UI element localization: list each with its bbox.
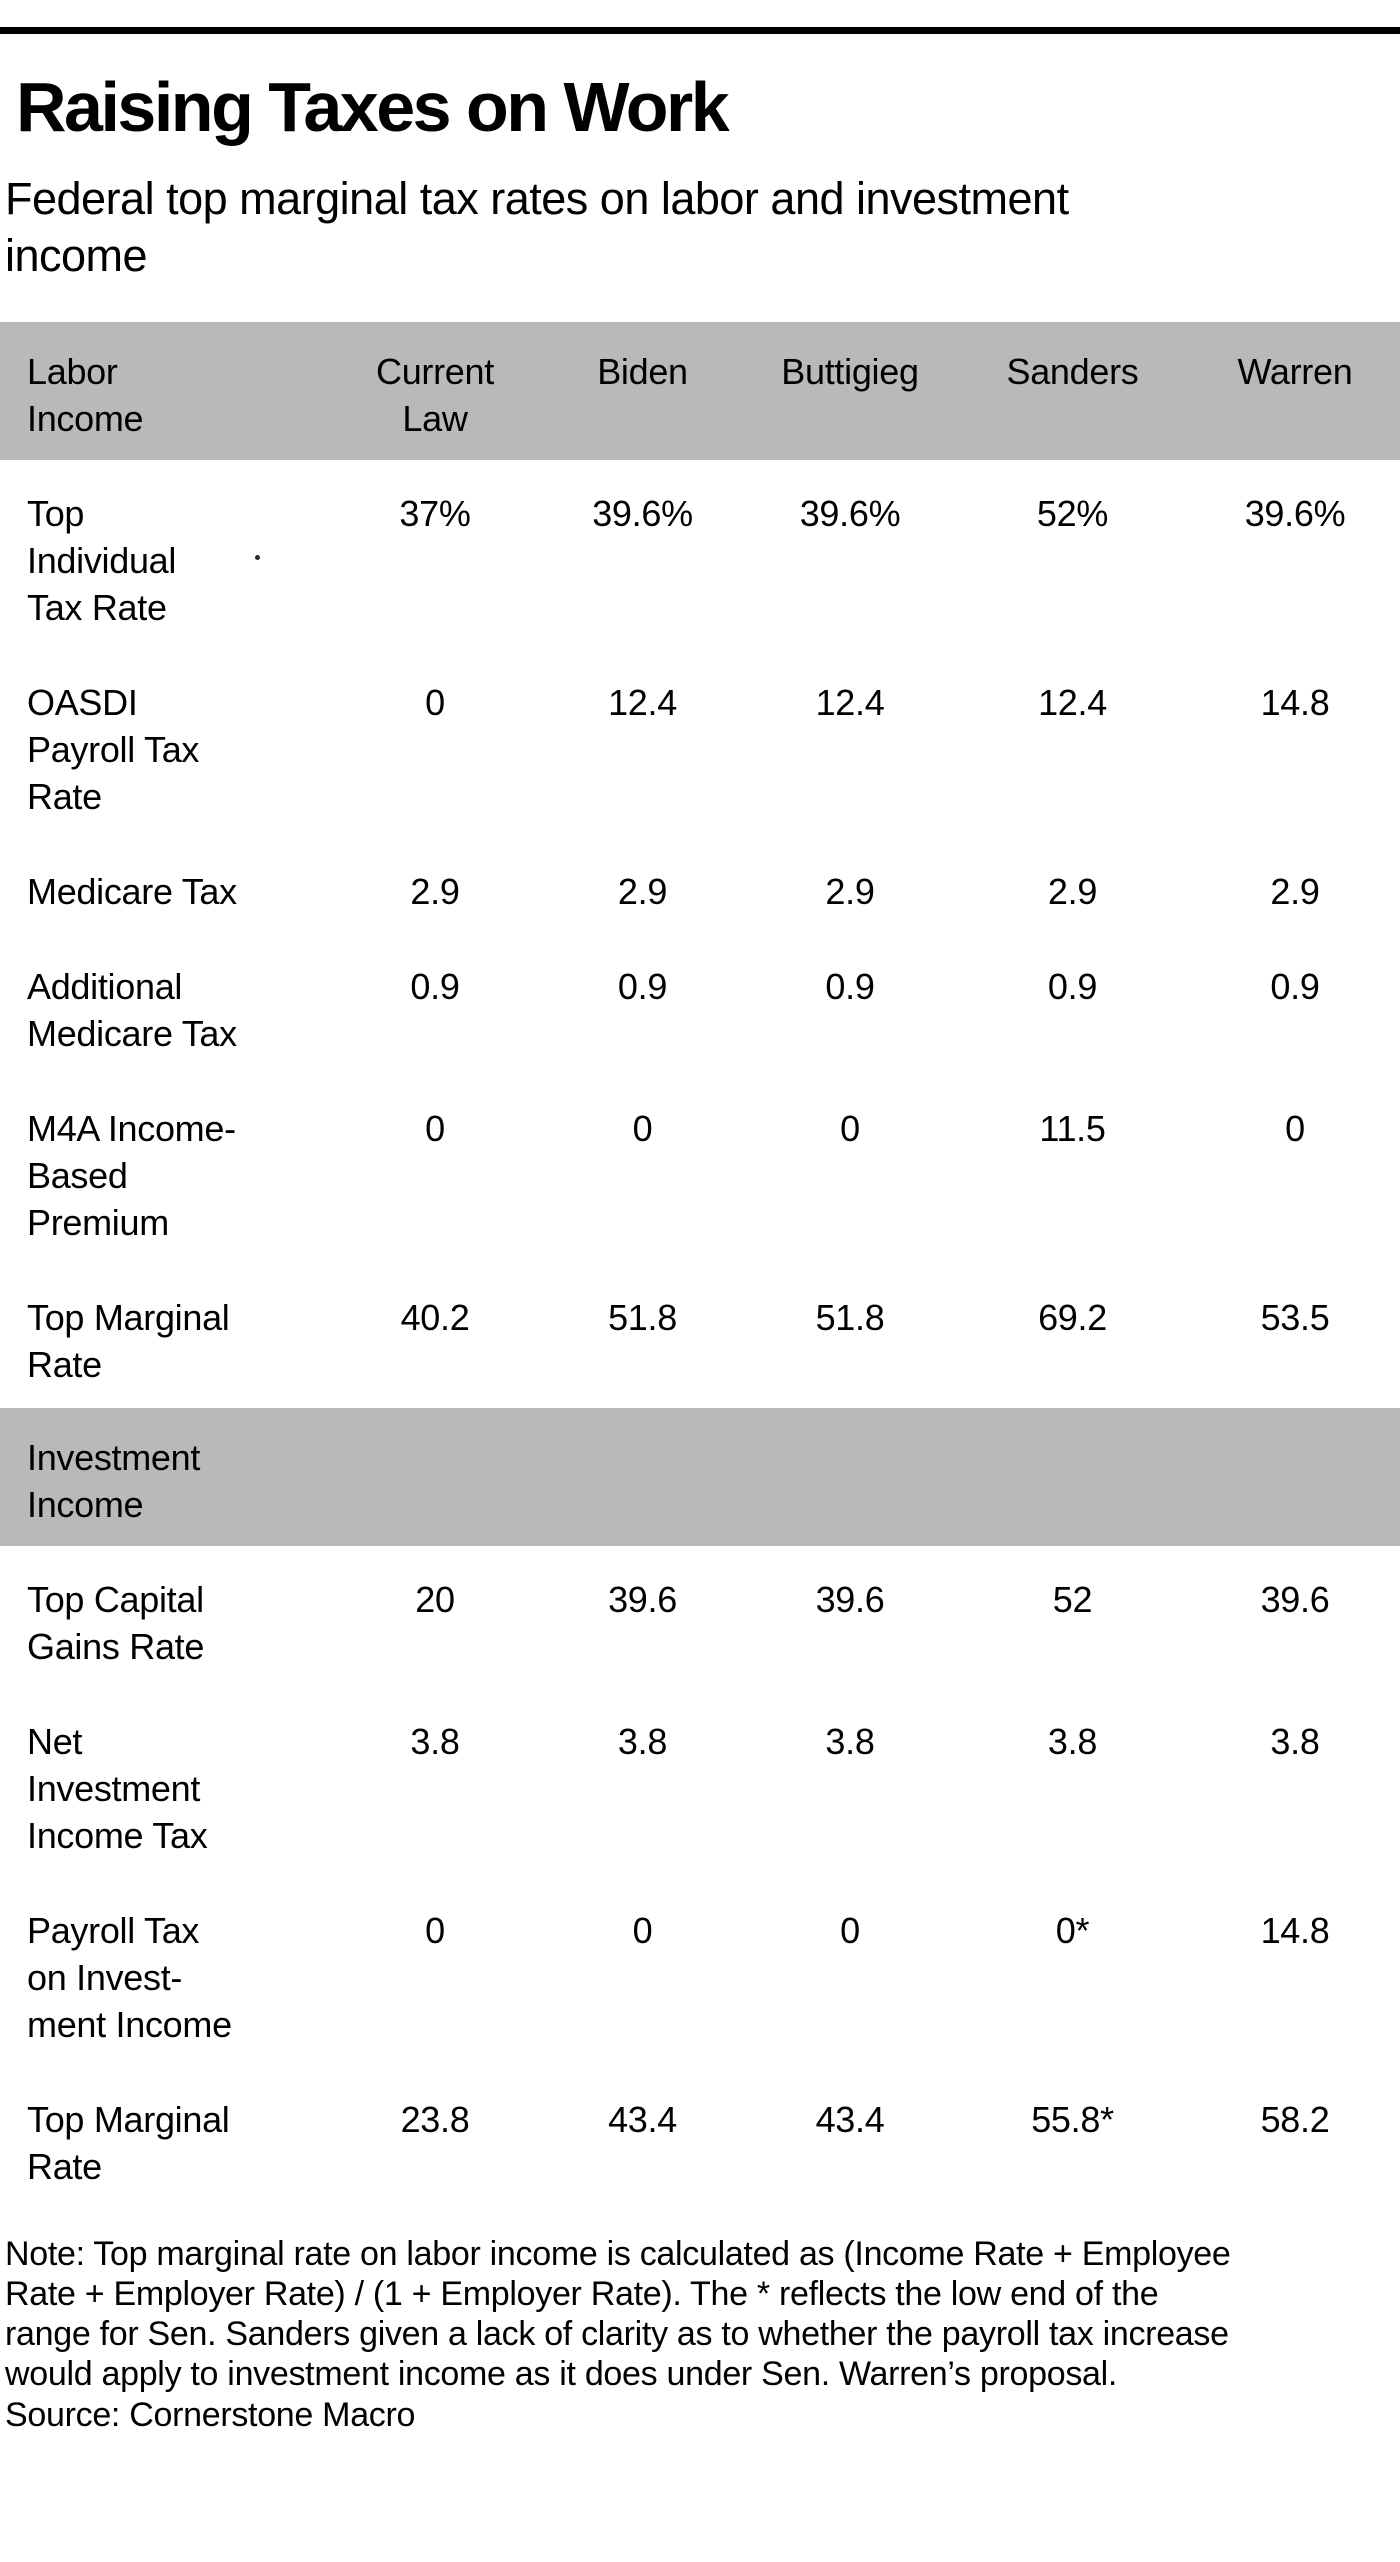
- table-header-row: Labor Income Current Law Biden Buttigieg…: [0, 322, 1400, 460]
- cell-value: 14.8: [1260, 1910, 1330, 1951]
- cell-value: 0: [425, 1910, 445, 1951]
- row-label: Medicare Tax: [27, 871, 237, 912]
- row-label: Top Capital Gains Rate: [27, 1579, 205, 1667]
- cell-value: 69.2: [1038, 1297, 1107, 1338]
- cell-value: 2.9: [1270, 871, 1320, 912]
- cell-value: 52%: [1036, 493, 1109, 534]
- cell-value: 39.6: [1260, 1579, 1330, 1620]
- row-label: Top Marginal Rate: [27, 1297, 230, 1385]
- section-label-labor-income: Labor Income: [27, 351, 144, 439]
- cell-value: 43.4: [815, 2099, 885, 2140]
- row-label: Top Individual Tax Rate: [27, 493, 177, 628]
- cell-value: 0.9: [1270, 966, 1320, 1007]
- cell-value: 12.4: [815, 682, 885, 723]
- cell-value: 3.8: [617, 1721, 668, 1762]
- cell-value: 2.9: [617, 871, 668, 912]
- row-label: Top Marginal Rate: [27, 2099, 230, 2187]
- cell-value: 0: [632, 1108, 653, 1149]
- source-line: Source: Cornerstone Macro: [5, 2396, 416, 2434]
- cell-value: 23.8: [400, 2099, 470, 2140]
- row-label: Net Investment Income Tax: [27, 1721, 208, 1856]
- page-subtitle: Federal top marginal tax rates on labor …: [5, 173, 1069, 281]
- figure-raising-taxes-on-work: Raising Taxes on Work Federal top margin…: [0, 27, 1400, 2562]
- column-header-sanders: Sanders: [1006, 351, 1139, 392]
- cell-value: 0: [425, 682, 445, 723]
- cell-value: 11.5: [1039, 1108, 1106, 1149]
- cell-value: 20: [415, 1579, 455, 1620]
- cell-value: 3.8: [825, 1721, 875, 1762]
- cell-value: 2.9: [825, 871, 875, 912]
- cell-value: 0.9: [617, 966, 668, 1007]
- cell-value: 0.9: [1047, 966, 1098, 1007]
- cell-value: 3.8: [1270, 1721, 1320, 1762]
- table-row-top-marginal-rate-investment: Top Marginal Rate 23.8 43.4 43.4 55.8* 5…: [0, 2096, 1400, 2190]
- cell-value: 14.8: [1260, 682, 1330, 723]
- cell-value: 0: [632, 1910, 653, 1951]
- column-header-biden: Biden: [597, 351, 688, 392]
- row-label: M4A Income- Based Premium: [27, 1108, 236, 1243]
- cell-value: 39.6: [815, 1579, 885, 1620]
- row-label: Additional Medicare Tax: [27, 966, 237, 1054]
- cell-value: 0: [1285, 1108, 1305, 1149]
- cell-value: 55.8*: [1031, 2099, 1114, 2140]
- table-row-additional-medicare-tax: Additional Medicare Tax 0.9 0.9 0.9 0.9 …: [0, 963, 1400, 1057]
- cell-value: 3.8: [1047, 1721, 1098, 1762]
- cell-value: 0: [425, 1108, 445, 1149]
- cell-value: 0: [840, 1910, 860, 1951]
- cell-value: 52: [1052, 1579, 1093, 1620]
- page-title: Raising Taxes on Work: [16, 68, 730, 146]
- cell-value: 40.2: [400, 1297, 470, 1338]
- table-row-top-capital-gains-rate: Top Capital Gains Rate 20 39.6 39.6 52 3…: [0, 1576, 1400, 1670]
- section-label-investment-income: Investment Income: [27, 1437, 201, 1525]
- cell-value: 12.4: [1038, 682, 1107, 723]
- cell-value: 37%: [399, 493, 471, 534]
- cell-value: 58.2: [1260, 2099, 1330, 2140]
- table-row-oasdi-payroll-tax-rate: OASDI Payroll Tax Rate 0 12.4 12.4 12.4 …: [0, 679, 1400, 820]
- cell-value: 39.6%: [592, 493, 693, 534]
- footnote: Note: Top marginal rate on labor income …: [5, 2235, 1231, 2393]
- cell-value: 2.9: [1047, 871, 1098, 912]
- cell-value: 0*: [1055, 1910, 1090, 1951]
- cell-value: 3.8: [410, 1721, 460, 1762]
- column-header-buttigieg: Buttigieg: [781, 351, 919, 392]
- table-row-top-marginal-rate-labor: Top Marginal Rate 40.2 51.8 51.8 69.2 53…: [0, 1294, 1400, 1388]
- section-header-investment-income: Investment Income: [0, 1408, 1400, 1546]
- cell-value: 51.8: [815, 1297, 885, 1338]
- cell-value: 39.6%: [799, 493, 901, 534]
- table-row-net-investment-income-tax: Net Investment Income Tax 3.8 3.8 3.8 3.…: [0, 1718, 1400, 1859]
- row-label: Payroll Tax on Invest- ment Income: [27, 1910, 232, 2045]
- cell-value: 39.6: [608, 1579, 677, 1620]
- table-row-medicare-tax: Medicare Tax 2.9 2.9 2.9 2.9 2.9: [0, 868, 1400, 915]
- cell-value: 0.9: [825, 966, 875, 1007]
- cell-value: 2.9: [410, 871, 460, 912]
- cell-value: 0.9: [410, 966, 460, 1007]
- cell-value: 53.5: [1260, 1297, 1330, 1338]
- cell-value: 43.4: [608, 2099, 677, 2140]
- stray-dot-mark: [255, 555, 260, 560]
- top-rule: [0, 27, 1400, 34]
- cell-value: 12.4: [608, 682, 677, 723]
- cell-value: 39.6%: [1244, 493, 1346, 534]
- table-row-top-individual-tax-rate: Top Individual Tax Rate 37% 39.6% 39.6% …: [0, 490, 1400, 631]
- cell-value: 51.8: [608, 1297, 677, 1338]
- row-label: OASDI Payroll Tax Rate: [27, 682, 200, 817]
- table-row-payroll-tax-on-investment-income: Payroll Tax on Invest- ment Income 0 0 0…: [0, 1907, 1400, 2048]
- table-row-m4a-income-based-premium: M4A Income- Based Premium 0 0 0 11.5 0: [0, 1105, 1400, 1246]
- column-header-warren: Warren: [1237, 351, 1353, 392]
- cell-value: 0: [840, 1108, 860, 1149]
- column-header-current-law: Current Law: [376, 351, 494, 439]
